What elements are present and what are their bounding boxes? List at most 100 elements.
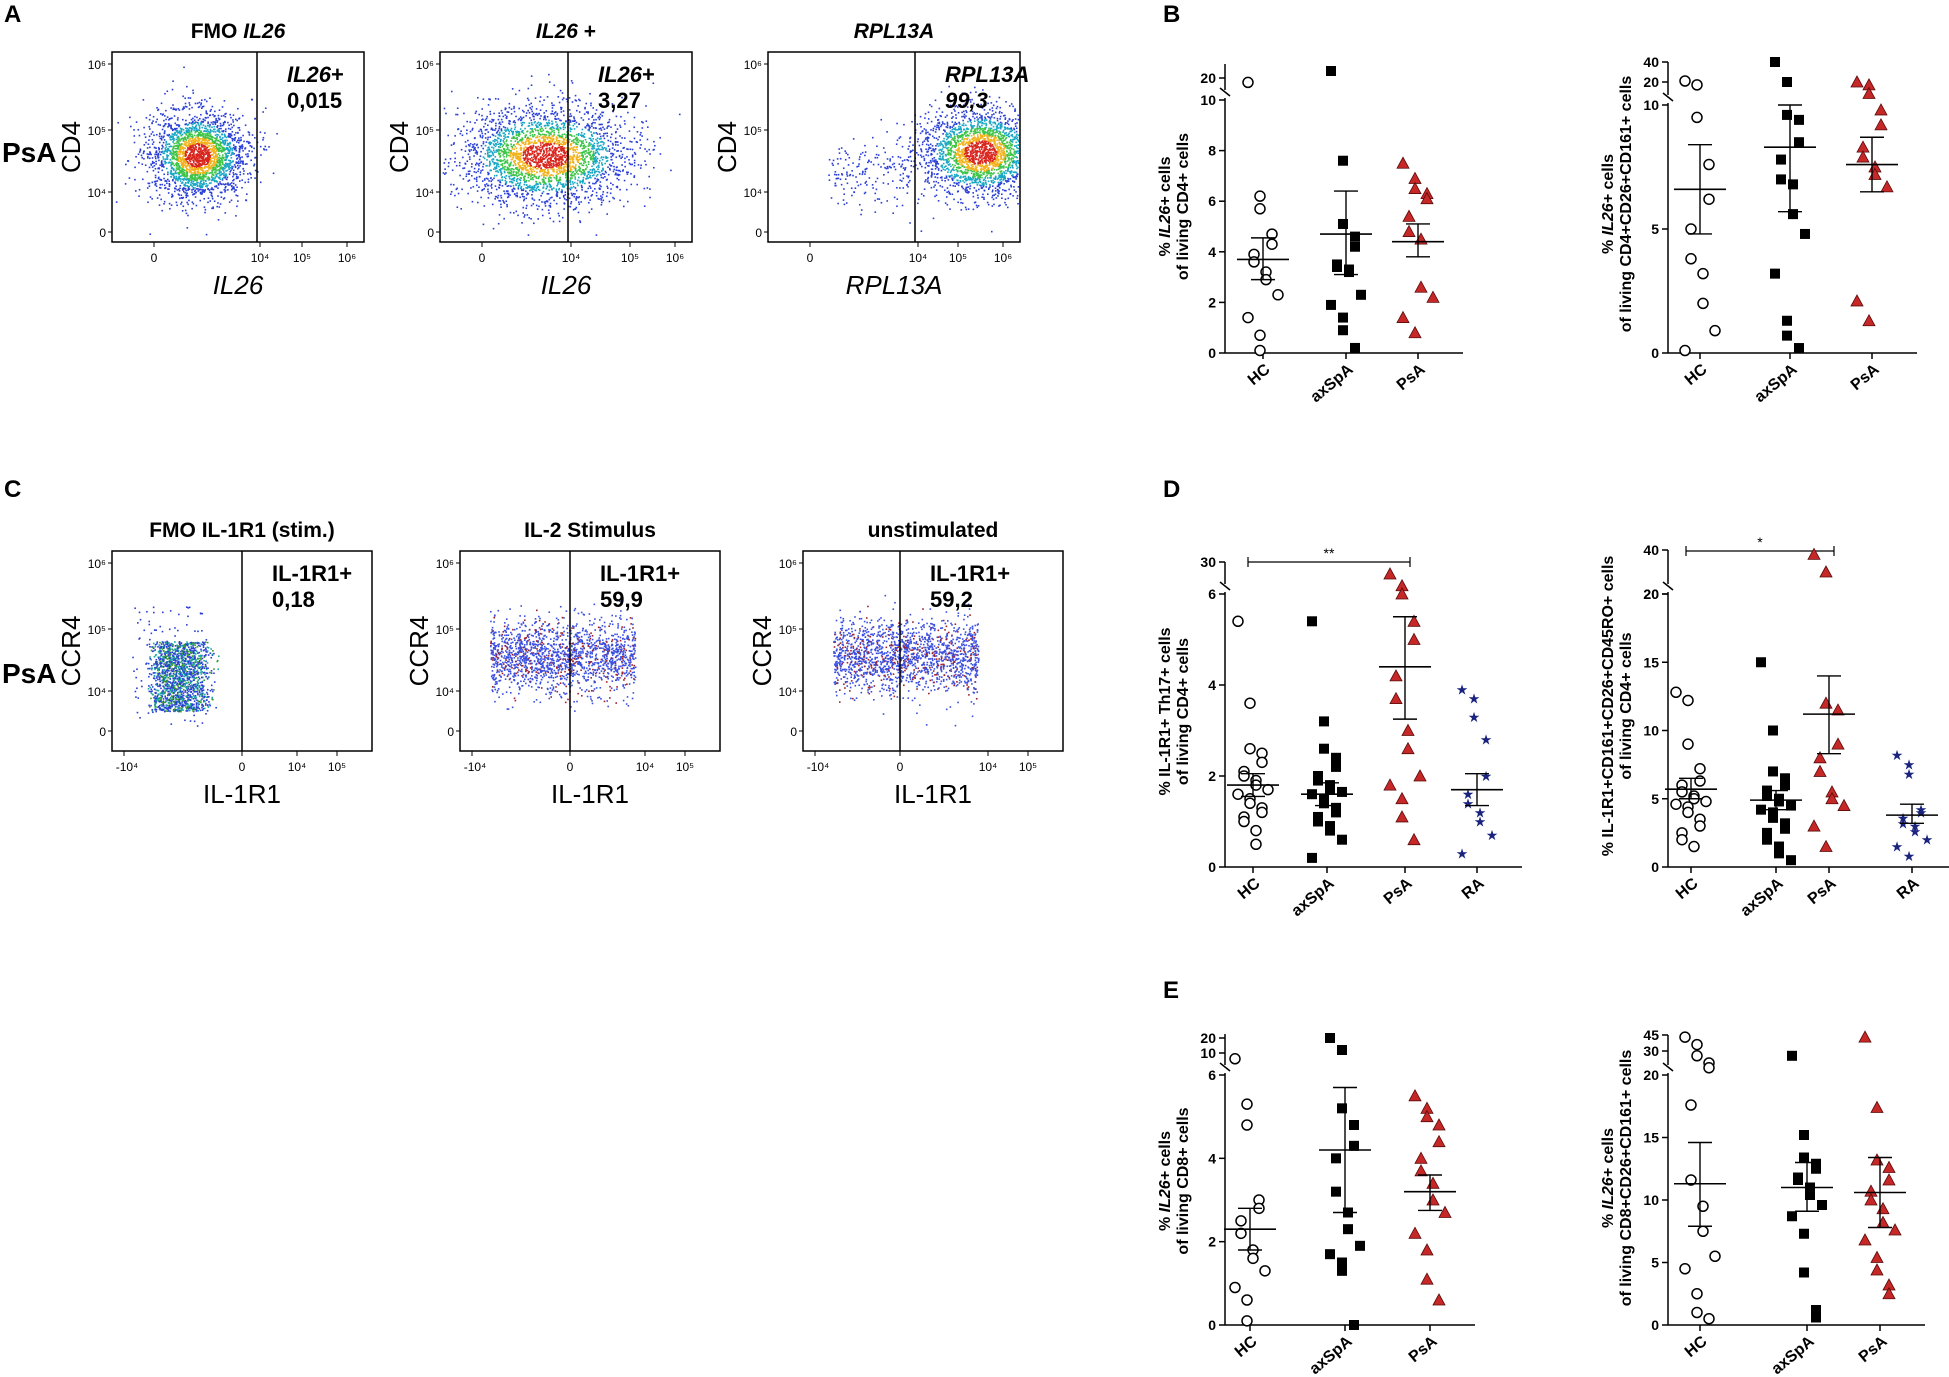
flow-event (205, 163, 208, 166)
flow-event (584, 196, 587, 199)
flow-event (549, 127, 551, 130)
flow-event (217, 139, 220, 142)
flow-event (179, 147, 181, 150)
flow-event (190, 163, 193, 165)
flow-event (175, 167, 178, 169)
flow-event (565, 134, 567, 136)
flow-event (523, 216, 526, 218)
flow-event (559, 167, 561, 170)
flow-event (216, 124, 219, 127)
flow-event (516, 166, 519, 169)
flow-event (169, 135, 172, 137)
flow-event (602, 147, 604, 150)
flow-event (247, 131, 250, 133)
flow-event (561, 133, 564, 136)
flow-event (607, 187, 609, 190)
flow-event (529, 186, 531, 189)
flow-event (192, 183, 195, 185)
flow-event (198, 165, 201, 167)
flow-event (230, 134, 233, 137)
flow-event (188, 178, 191, 180)
flow-event (180, 145, 183, 147)
flow-event (600, 140, 603, 143)
flow-event (148, 118, 151, 121)
flow-event (597, 116, 600, 119)
flow-event (138, 151, 141, 153)
flow-event (560, 158, 562, 161)
flow-event (619, 142, 622, 145)
flow-event (557, 146, 560, 149)
flow-event (215, 163, 217, 166)
flow-event (170, 138, 172, 141)
flow-event (199, 156, 201, 158)
flow-event (216, 180, 218, 183)
flow-event (561, 189, 563, 191)
flow-event (473, 171, 476, 173)
flow-event (185, 140, 187, 143)
flow-event (571, 140, 573, 142)
flow-event (605, 155, 607, 158)
flow-event (592, 161, 595, 164)
flow-event (537, 177, 540, 180)
flow-event (596, 137, 599, 140)
flow-event (483, 188, 485, 190)
flow-event (465, 132, 468, 135)
flow-event (227, 142, 229, 145)
flow-event (199, 167, 202, 169)
flow-event (589, 151, 592, 153)
flow-event (221, 160, 224, 162)
flow-event (160, 137, 163, 140)
flow-event (167, 192, 170, 194)
flow-event (167, 149, 169, 151)
flow-event (224, 176, 227, 179)
flow-event (478, 130, 480, 133)
flow-event (517, 134, 520, 136)
flow-event (247, 178, 250, 181)
flow-event (585, 167, 587, 170)
flow-event (569, 134, 571, 136)
flow-event (218, 172, 221, 175)
flow-event (563, 186, 565, 188)
flow-event (542, 140, 545, 143)
flow-event (209, 128, 212, 131)
flow-event (211, 187, 213, 189)
flow-event (180, 130, 183, 133)
flow-event (516, 157, 519, 159)
flow-event (183, 161, 185, 164)
flow-event (570, 134, 573, 136)
flow-event (556, 140, 558, 142)
flow-event (175, 172, 178, 175)
flow-event (465, 173, 468, 175)
flow-event (575, 99, 578, 102)
flow-event (544, 135, 546, 138)
flow-event (205, 172, 208, 174)
flow-event (212, 146, 215, 149)
flow-event (544, 205, 547, 207)
flow-event (517, 156, 520, 158)
flow-event (610, 164, 612, 167)
flow-event (192, 144, 194, 147)
flow-event (530, 164, 533, 167)
flow-event (202, 190, 205, 192)
flow-event (534, 173, 536, 176)
flow-event (206, 185, 208, 187)
flow-event (191, 123, 194, 126)
flow-event (207, 164, 210, 166)
flow-event (202, 173, 205, 176)
flow-event (216, 166, 219, 168)
flow-event (615, 166, 618, 169)
flow-event (537, 158, 540, 160)
flow-event (581, 153, 584, 155)
flow-event (219, 143, 222, 146)
flow-event (217, 128, 220, 130)
flow-event (572, 142, 575, 144)
flow-event (189, 133, 191, 135)
flow-event (499, 146, 502, 149)
flow-event (484, 144, 487, 147)
flow-event (191, 175, 194, 178)
flow-event (203, 147, 206, 150)
flow-event (237, 139, 240, 141)
flow-event (192, 139, 194, 141)
flow-event (484, 132, 487, 135)
flow-event (219, 178, 222, 181)
